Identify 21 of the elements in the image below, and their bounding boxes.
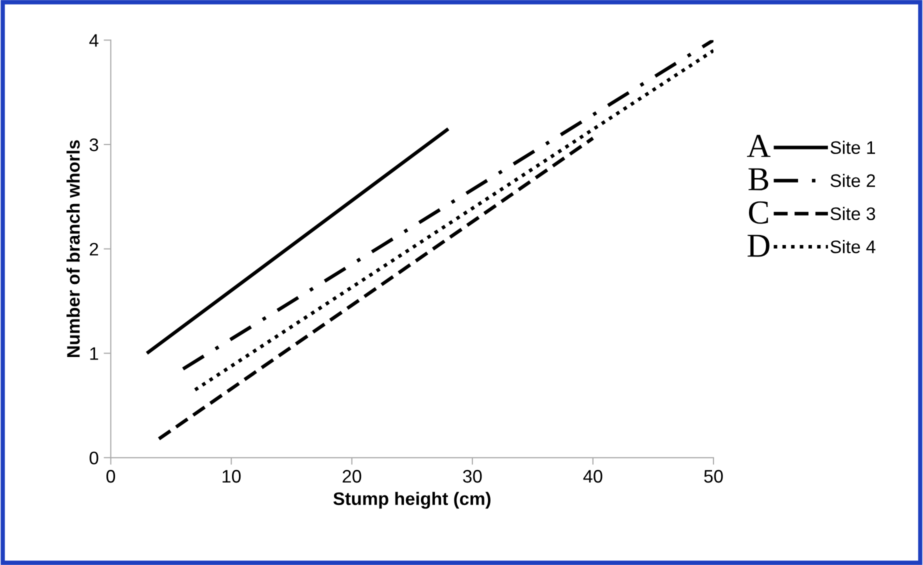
- x-axis-title: Stump height (cm): [333, 492, 490, 509]
- x-tick-label: 20: [342, 470, 362, 483]
- legend-label: Site 1: [830, 140, 876, 154]
- x-tick-label: 0: [106, 470, 116, 483]
- legend-label: Site 4: [830, 240, 876, 254]
- y-tick-label: 2: [90, 242, 98, 256]
- y-tick-label: 3: [90, 138, 98, 152]
- legend-label: Site 2: [830, 174, 875, 188]
- x-tick-label: 40: [583, 470, 602, 483]
- text: B: [748, 168, 768, 190]
- x-tick-label: 30: [463, 470, 482, 483]
- legend-label: Site 3: [830, 206, 876, 220]
- y-tick-label: 0: [90, 452, 98, 464]
- x-tick-label: 10: [222, 470, 241, 483]
- y-tick-label: 4: [89, 34, 98, 47]
- text: D: [748, 234, 770, 257]
- y-tick-label: 1: [90, 347, 98, 360]
- x-tick-label: 50: [704, 470, 723, 483]
- text: A: [747, 134, 770, 157]
- text: C: [748, 201, 768, 224]
- y-axis-title: Number of branch whorls: [66, 140, 80, 358]
